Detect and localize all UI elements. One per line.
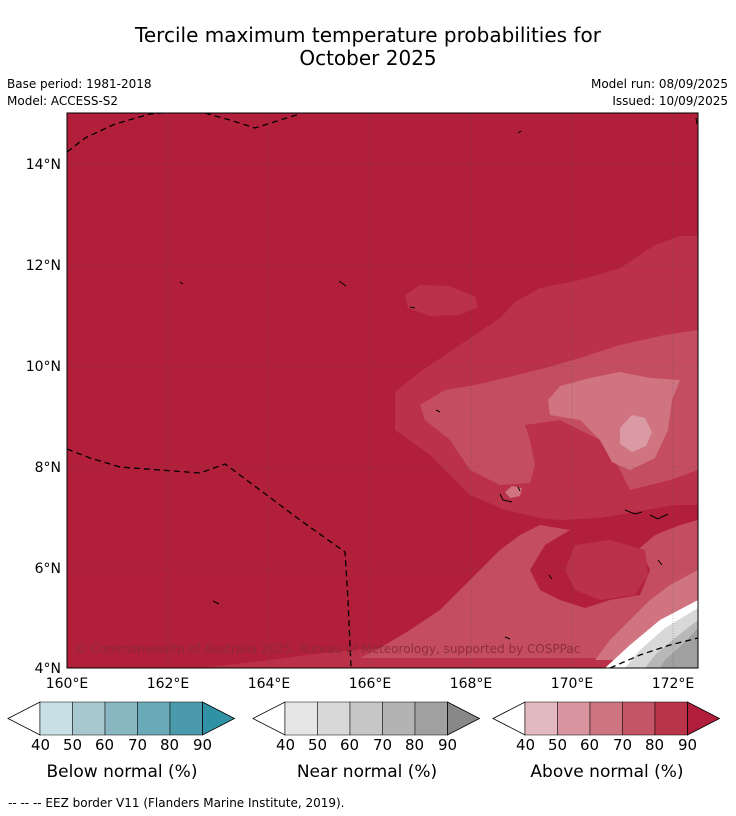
near-tick-70: 70 [373,736,393,754]
lat-tick-labels: 14°N 12°N 10°N 8°N 6°N 4°N [26,157,61,677]
above-tick-40: 40 [516,736,536,754]
colorbar-below-normal [7,701,236,736]
colorbar-above-normal [492,701,721,736]
colorbar-swatch [654,701,688,736]
near-tick-50: 50 [308,736,328,754]
lon-tick-162e: 162°E [147,676,190,692]
colorbar-swatch [169,701,203,736]
above-normal-label: Above normal (%) [530,762,684,782]
above-normal-80-region [200,236,698,668]
above-normal-60-small [505,486,522,498]
lat-tick-4n: 4°N [35,661,61,677]
colorbars [7,701,721,736]
colorbar-swatch [39,701,73,736]
map-figure: © Commonwealth of Australia 2025, Bureau… [26,112,699,692]
colorbar-swatch [382,701,416,736]
colorbar-extend-low [7,701,41,736]
colorbar-swatch [72,701,106,736]
eez-border-west [67,448,352,668]
probability-field [67,113,698,668]
colorbar-extend-low [492,701,526,736]
colorbar-swatch [557,701,591,736]
above-tick-80: 80 [645,736,665,754]
colorbar-near-normal [252,701,481,736]
lon-tick-labels: 160°E 162°E 164°E 166°E 168°E 170°E 172°… [46,676,695,692]
below-tick-70: 70 [128,736,148,754]
above-normal-60-region [548,372,680,470]
colorbar-swatch [349,701,383,736]
below-tick-80: 80 [160,736,180,754]
colorbar-swatch [317,701,351,736]
lon-tick-170e: 170°E [551,676,594,692]
lon-tick-160e: 160°E [46,676,89,692]
map-title-line-1: Tercile maximum temperature probabilitie… [135,23,601,47]
below-normal-label: Below normal (%) [46,762,198,782]
lat-tick-14n: 14°N [26,157,61,173]
above-normal-70-lower [360,520,698,658]
near-normal-label: Near normal (%) [296,762,438,782]
above-tick-90: 90 [678,736,698,754]
lon-tick-164e: 164°E [248,676,291,692]
gridlines [67,113,698,668]
model-name: Model: ACCESS-S2 [7,94,119,108]
near-tick-80: 80 [405,736,425,754]
model-run: Model run: 08/09/2025 [590,77,728,91]
copyright-text: © Commonwealth of Australia 2025, Bureau… [75,642,580,656]
colorbar-swatch [414,701,448,736]
above-tick-60: 60 [580,736,600,754]
colorbar-swatch [589,701,623,736]
near-tick-60: 60 [340,736,360,754]
base-period: Base period: 1981-2018 [7,77,152,91]
eez-border-north-2 [204,113,301,129]
lat-tick-10n: 10°N [26,359,61,375]
below-tick-50: 50 [63,736,83,754]
below-tick-40: 40 [31,736,51,754]
eez-legend-note: -- -- -- EEZ border V11 (Flanders Marine… [8,796,345,810]
colorbar-swatch [284,701,318,736]
lat-tick-6n: 6°N [35,561,61,577]
islands [179,117,698,640]
lon-tick-166e: 166°E [349,676,392,692]
near-tick-40: 40 [276,736,296,754]
colorbar-swatch [137,701,171,736]
colorbar-swatch [622,701,656,736]
lat-tick-8n: 8°N [35,460,61,476]
below-tick-60: 60 [95,736,115,754]
above-tick-50: 50 [548,736,568,754]
colorbar-extend-high [687,701,721,736]
above-tick-70: 70 [613,736,633,754]
colorbar-swatch [524,701,558,736]
lat-tick-12n: 12°N [26,258,61,274]
map-frame [66,112,699,669]
issued-date: Issued: 10/09/2025 [612,94,728,108]
above-normal-80-lower-inner [565,540,648,600]
lon-tick-172e: 172°E [652,676,695,692]
near-normal-dark [660,628,698,668]
colorbar-extend-high [202,701,236,736]
above-normal-80-left-patch [405,285,478,316]
colorbar-extend-low [252,701,286,736]
map-title-line-2: October 2025 [299,46,437,70]
lon-tick-168e: 168°E [450,676,493,692]
colorbar-swatch [104,701,138,736]
below-tick-90: 90 [193,736,213,754]
near-tick-90: 90 [438,736,458,754]
colorbar-extend-high [447,701,481,736]
above-normal-50-region [620,415,652,452]
